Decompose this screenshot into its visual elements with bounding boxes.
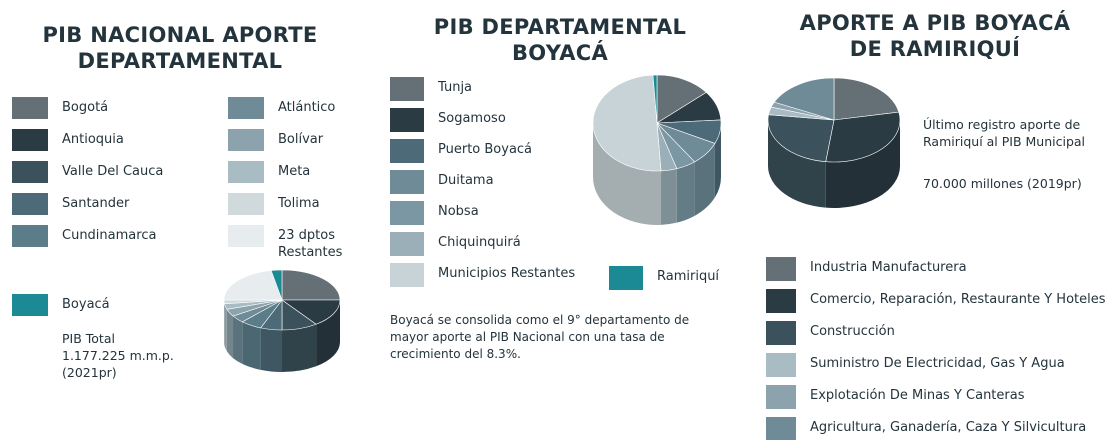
pie-side xyxy=(593,123,662,225)
pie-slice xyxy=(825,111,901,163)
chart-title: PIB DEPARTAMENTAL BOYACÁ xyxy=(433,15,687,65)
legend-swatch xyxy=(766,321,796,345)
legend-label: Municipios Restantes xyxy=(438,266,576,281)
legend-swatch xyxy=(12,225,48,247)
pie-side xyxy=(224,303,227,352)
legend-label: Explotación De Minas Y Canteras xyxy=(810,388,1025,403)
annotation: Último registro aporte de Ramiriquí al P… xyxy=(923,117,1086,149)
pie-slice xyxy=(773,77,835,121)
pie-side xyxy=(282,324,317,372)
legend-swatch xyxy=(390,201,424,225)
legend-label: Atlántico xyxy=(278,100,336,115)
pie-side xyxy=(226,309,234,359)
legend-swatch xyxy=(228,225,264,247)
legend-swatch xyxy=(12,294,48,316)
legend-swatch xyxy=(390,108,424,132)
legend-swatch xyxy=(766,257,796,281)
legend-swatch xyxy=(390,77,424,101)
legend-label: Boyacá xyxy=(62,297,110,312)
legend-swatch xyxy=(228,129,264,151)
legend-swatch xyxy=(390,263,424,287)
pie-side xyxy=(242,321,261,370)
legend-label: Comercio, Reparación, Restaurante Y Hote… xyxy=(810,292,1106,307)
legend-label: Tunja xyxy=(438,80,473,95)
legend-label: 23 dptos Restantes xyxy=(278,228,343,260)
legend-label: Sogamoso xyxy=(438,111,506,126)
pie-slice xyxy=(656,74,707,124)
pie-side xyxy=(661,168,677,225)
chart-title: PIB NACIONAL APORTE DEPARTAMENTAL xyxy=(42,23,318,73)
legend-label: Construcción xyxy=(810,324,895,339)
legend-label: Industria Manufacturera xyxy=(810,260,967,275)
legend-label: Suministro De Electricidad, Gas Y Agua xyxy=(810,356,1065,371)
pie-slice xyxy=(592,74,662,172)
pie-side xyxy=(260,327,282,372)
legend-label: Santander xyxy=(62,196,130,211)
legend-swatch xyxy=(12,97,48,119)
legend-label: Bolívar xyxy=(278,132,324,147)
pie-slice xyxy=(223,270,283,301)
legend-swatch xyxy=(228,161,264,183)
legend-swatch xyxy=(12,193,48,215)
pie-slice xyxy=(833,77,900,121)
chart-title: APORTE A PIB BOYACÁ DE RAMIRIQUÍ xyxy=(799,11,1071,61)
annotation: PIB Total 1.177.225 m.m.p. (2021pr) xyxy=(62,331,174,380)
legend-swatch xyxy=(390,170,424,194)
pie-side xyxy=(316,300,340,367)
pie-side xyxy=(825,120,900,209)
legend-label: Tolima xyxy=(278,196,320,211)
legend-label: Antioquia xyxy=(62,132,124,147)
legend-label: Nobsa xyxy=(438,204,479,219)
legend-swatch xyxy=(609,266,643,290)
legend-label: Duitama xyxy=(438,173,494,188)
legend-swatch xyxy=(228,193,264,215)
legend-label: Meta xyxy=(278,164,311,179)
pie-side xyxy=(233,316,243,364)
pie-side xyxy=(768,120,826,208)
legend-label: Bogotá xyxy=(62,100,109,115)
legend-swatch xyxy=(766,417,796,440)
legend-label: Ramiriquí xyxy=(657,269,720,284)
legend-swatch xyxy=(12,161,48,183)
legend-swatch xyxy=(766,385,796,409)
pie-side xyxy=(676,161,695,223)
annotation: 70.000 millones (2019pr) xyxy=(923,176,1082,191)
pie-side xyxy=(714,123,721,198)
annotation: Boyacá se consolida como el 9° departame… xyxy=(390,313,690,361)
pie-slice xyxy=(281,269,341,301)
legend-swatch xyxy=(390,139,424,163)
legend-swatch xyxy=(766,289,796,313)
pie-slice xyxy=(281,299,341,325)
pie-side xyxy=(694,143,715,216)
legend-label: Valle Del Cauca xyxy=(62,164,164,179)
legend-swatch xyxy=(766,353,796,377)
pie-slice xyxy=(270,269,283,301)
legend-swatch xyxy=(228,97,264,119)
legend-label: Cundinamarca xyxy=(62,228,157,243)
pie-slice xyxy=(652,74,658,124)
legend-swatch xyxy=(390,232,424,256)
legend-swatch xyxy=(12,129,48,151)
pie-slice xyxy=(767,114,835,162)
legend-label: Puerto Boyacá xyxy=(438,142,533,157)
legend-label: Agricultura, Ganadería, Caza Y Silvicult… xyxy=(810,420,1087,435)
legend-label: Chiquinquirá xyxy=(438,235,521,250)
